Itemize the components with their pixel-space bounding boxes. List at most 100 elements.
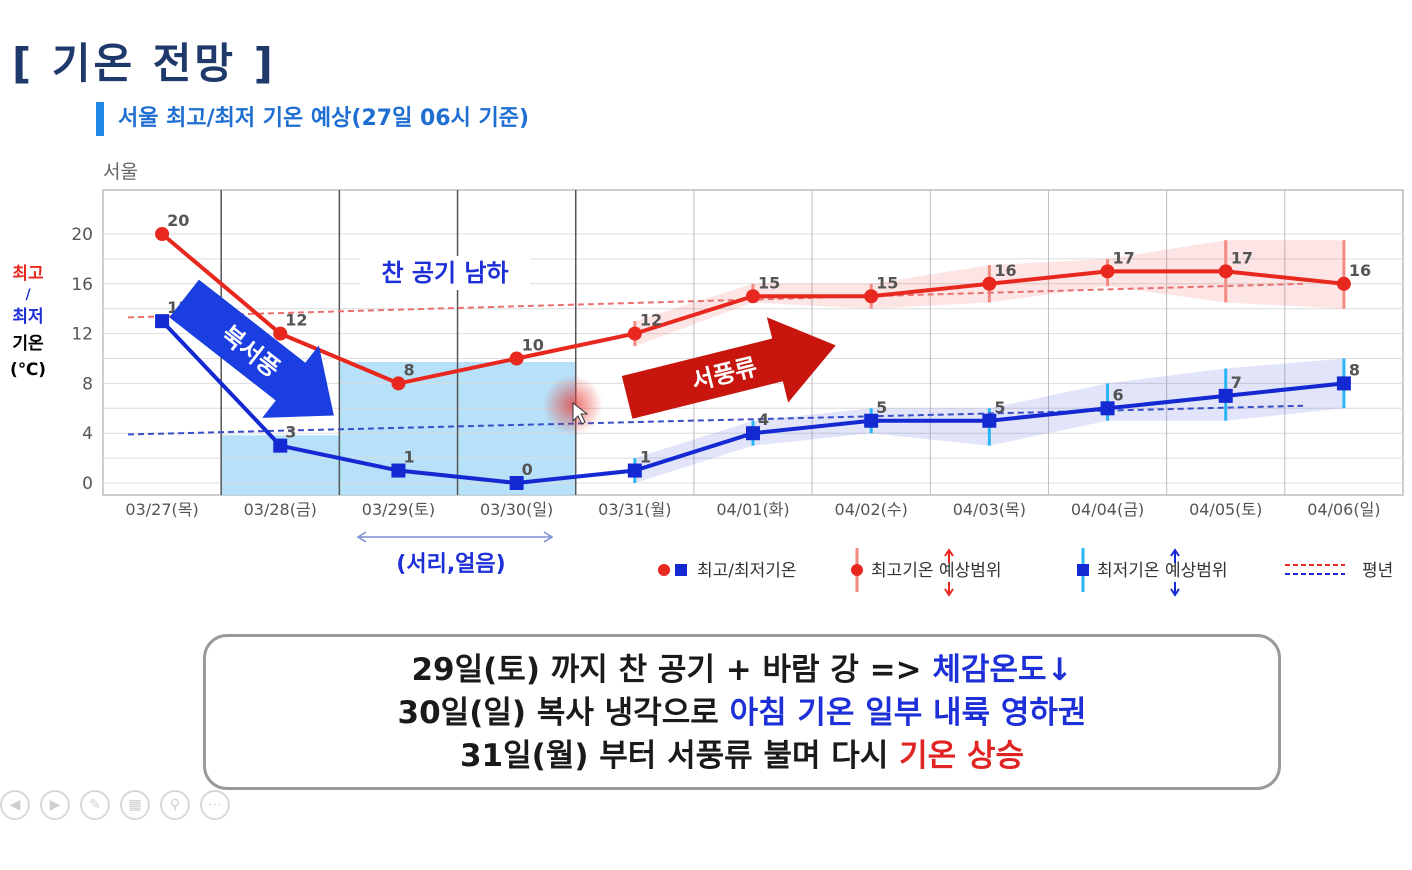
max-temp-label: 17: [1113, 248, 1135, 267]
y-tick-label: 8: [82, 374, 93, 394]
y-axis-label: 기온: [12, 334, 44, 354]
cold-air-label-bg: [360, 256, 530, 290]
max-temp-point: [627, 326, 642, 341]
max-temp-label: 16: [994, 261, 1016, 280]
summary-line-3-text: 31일(월) 부터 서풍류 불며 다시: [459, 738, 900, 774]
min-temp-point: [1218, 388, 1233, 403]
page-title: [ 기온 전망 ]: [12, 39, 276, 88]
legend-min-range-arrows: [1170, 548, 1180, 597]
min-temp-point: [155, 314, 170, 329]
frost-label: (서리,얼음): [396, 552, 505, 577]
summary-line-2: 30일(일) 복사 냉각으로 아침 기온 일부 내륙 영하권: [206, 692, 1278, 735]
max-temp-label: 12: [640, 311, 662, 330]
max-temp-label: 8: [403, 360, 414, 379]
y-tick-label: 16: [71, 275, 93, 295]
max-temp-point: [982, 276, 997, 291]
y-tick-label: 4: [82, 424, 93, 444]
west-flow-arrow: 서풍류: [621, 317, 836, 419]
legend-max-marker: [658, 564, 670, 576]
min-temp-point: [273, 438, 288, 453]
summary-line-2-highlight: 아침 기온 일부 내륙 영하권: [729, 695, 1087, 731]
y-axis-label: (℃): [10, 360, 46, 380]
summary-line-1-text: 29일(토) 까지 찬 공기 + 바람 강 =>: [411, 652, 933, 688]
max-temp-point: [273, 326, 288, 341]
min-temp-label: 1: [403, 448, 414, 467]
normal-line: [127, 282, 1304, 319]
min-temp-label: 8: [1349, 360, 1360, 379]
max-temp-point: [864, 289, 879, 304]
x-tick-label: 04/02(수): [835, 500, 908, 519]
legend-min-range-label: 최저기온 예상범위: [1097, 561, 1228, 581]
y-axis-label: 최저: [12, 307, 43, 327]
slides-icon[interactable]: ▦: [120, 790, 150, 820]
x-tick-label: 04/06(일): [1307, 500, 1380, 519]
presentation-toolbar: ◀ ▶ ✎ ▦ ⚲ ⋯: [0, 790, 230, 820]
summary-line-3: 31일(월) 부터 서풍류 불며 다시 기온 상승: [206, 735, 1278, 778]
min-temp-point: [1100, 401, 1115, 416]
min-temp-point: [1336, 376, 1351, 391]
min-temp-label: 5: [876, 398, 887, 417]
summary-box: 29일(토) 까지 찬 공기 + 바람 강 => 체감온도↓ 30일(일) 복사…: [203, 634, 1281, 790]
min-temp-point: [509, 476, 524, 490]
play-icon[interactable]: ▶: [40, 790, 70, 820]
max-temp-label: 12: [285, 311, 307, 330]
x-tick-label: 04/03(목): [953, 500, 1026, 519]
min-temp-label: 5: [994, 398, 1005, 417]
region-label: 서울: [103, 161, 138, 183]
max-temp-point: [509, 351, 524, 366]
x-tick-label: 03/27(목): [125, 500, 198, 519]
zoom-icon[interactable]: ⚲: [160, 790, 190, 820]
summary-line-1-highlight: 체감온도↓: [932, 652, 1073, 688]
legend-max-range-arrows: [944, 548, 954, 597]
max-temp-point: [391, 376, 406, 391]
x-tick-label: 03/29(토): [362, 500, 435, 519]
y-tick-label: 0: [82, 474, 93, 494]
min-temp-label: 3: [285, 423, 296, 442]
chart-subtitle: 서울 최고/최저 기온 예상(27일 06시 기준): [96, 102, 529, 136]
max-temp-label: 15: [758, 273, 780, 292]
legend-max-range-label: 최고기온 예상범위: [871, 561, 1002, 581]
y-tick-label: 20: [71, 225, 93, 245]
legend-normal-label: 평년: [1362, 561, 1393, 581]
x-tick-label: 03/31(월): [598, 500, 671, 519]
x-tick-label: 03/28(금): [244, 500, 317, 519]
min-temp-point: [391, 463, 406, 478]
max-temp-label: 15: [876, 273, 898, 292]
min-temp-label: 0: [522, 460, 533, 479]
summary-line-2-text: 30일(일) 복사 냉각으로: [397, 695, 730, 731]
x-tick-label: 03/30(일): [480, 500, 553, 519]
prev-icon[interactable]: ◀: [0, 790, 30, 820]
max-temp-label: 17: [1231, 248, 1253, 267]
max-temp-point: [746, 289, 760, 304]
max-temp-label: 10: [522, 336, 544, 355]
min-temp-label: 7: [1231, 373, 1242, 392]
summary-line-1: 29일(토) 까지 찬 공기 + 바람 강 => 체감온도↓: [206, 649, 1278, 692]
min-temp-label: 4: [758, 410, 769, 429]
northwest-wind-arrow-shape: [169, 279, 334, 418]
pen-icon[interactable]: ✎: [80, 790, 110, 820]
min-temp-point: [746, 426, 760, 441]
frost-bracket-arrows: [356, 531, 554, 543]
more-icon[interactable]: ⋯: [200, 790, 230, 820]
mouse-cursor-icon: [572, 401, 589, 425]
min-temp-label: 1: [640, 448, 651, 467]
summary-line-3-highlight: 기온 상승: [899, 738, 1025, 774]
x-tick-label: 04/04(금): [1071, 500, 1144, 519]
legend-obs-label: 최고/최저기온: [697, 561, 797, 581]
y-axis-label: 최고: [12, 264, 44, 284]
min-temp-label: 6: [1113, 385, 1124, 404]
max-temp-point: [155, 227, 170, 241]
min-temp-point: [982, 413, 997, 428]
max-temp-label: 16: [1349, 261, 1371, 280]
y-tick-label: 12: [71, 325, 93, 345]
west-flow-arrow-shape: [621, 317, 836, 419]
max-temp-point: [1218, 264, 1233, 279]
max-temp-point: [1100, 264, 1115, 279]
x-tick-label: 04/05(토): [1189, 500, 1262, 519]
x-tick-label: 04/01(화): [716, 500, 789, 519]
y-axis-label: /: [25, 287, 31, 303]
legend-min-marker: [675, 564, 687, 576]
legend-max-range-marker: [851, 564, 863, 576]
min-temp-point: [864, 413, 879, 428]
